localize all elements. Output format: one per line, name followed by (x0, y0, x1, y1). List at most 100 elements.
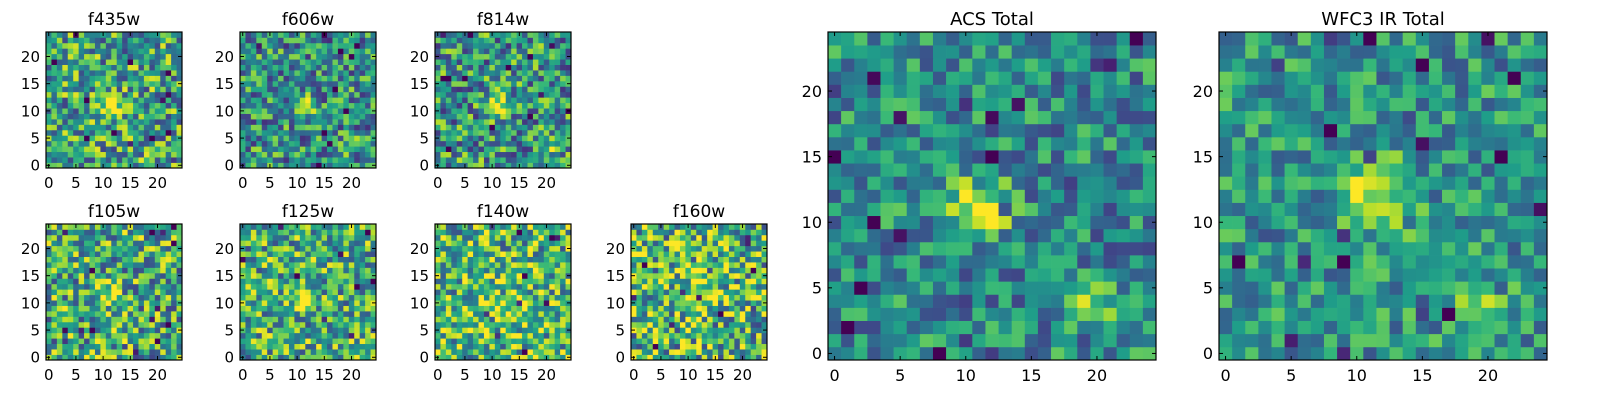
heatmap-cell (348, 64, 355, 71)
heatmap-cell (560, 91, 566, 98)
heatmap-cell (854, 189, 868, 203)
heatmap-cell (348, 113, 355, 120)
heatmap-cell (478, 294, 485, 301)
heatmap-cell (527, 37, 534, 44)
heatmap-cell (543, 305, 550, 312)
heatmap-cell (165, 37, 172, 44)
heatmap-cell (299, 70, 306, 76)
heatmap-cell (543, 256, 550, 263)
heatmap-cell (959, 176, 973, 190)
heatmap-cell (138, 108, 145, 114)
heatmap-cell (647, 256, 654, 263)
heatmap-cell (299, 75, 306, 82)
heatmap-cell (267, 311, 273, 317)
heatmap-cell (127, 108, 134, 114)
heatmap-cell (483, 229, 490, 236)
heatmap-cell (294, 278, 301, 285)
heatmap-cell (467, 119, 474, 125)
heatmap-cell (316, 70, 322, 76)
heatmap-cell (435, 283, 441, 290)
heatmap-cell (67, 157, 74, 163)
heatmap-cell (647, 349, 654, 355)
heatmap-cell (745, 234, 752, 241)
heatmap-cell (299, 157, 306, 163)
heatmap-cell (56, 75, 63, 82)
heatmap-cell (116, 80, 123, 87)
heatmap-cell (160, 32, 167, 38)
heatmap-cell (250, 349, 257, 355)
heatmap-cell (532, 234, 539, 241)
heatmap-cell (316, 224, 322, 230)
heatmap-cell (685, 240, 692, 247)
heatmap-cell (78, 245, 85, 252)
heatmap-cell (310, 140, 317, 147)
heatmap-cell (354, 343, 361, 350)
heatmap-cell (467, 37, 474, 44)
heatmap-cell (880, 333, 894, 348)
heatmap-cell (51, 343, 58, 350)
heatmap-cell (327, 321, 333, 328)
heatmap-cell (723, 289, 730, 296)
heatmap-cell (332, 86, 339, 93)
heatmap-cell (462, 157, 468, 163)
heatmap-cell (288, 91, 295, 98)
heatmap-cell (500, 42, 507, 49)
heatmap-cell (522, 343, 528, 350)
heatmap-cell (494, 162, 501, 169)
heatmap-cell (527, 234, 534, 241)
heatmap-cell (67, 300, 74, 306)
heatmap-cell (133, 70, 139, 76)
heatmap-cell (560, 135, 566, 142)
heatmap-cell (261, 48, 268, 55)
heatmap-cell (261, 289, 268, 296)
heatmap-cell (138, 294, 145, 301)
heatmap-cell (467, 146, 474, 153)
heatmap-cell (278, 311, 284, 317)
heatmap-cell (62, 113, 69, 120)
heatmap-cell (272, 53, 279, 60)
heatmap-cell (435, 48, 441, 55)
heatmap-cell (522, 245, 528, 252)
heatmap-cell (149, 289, 156, 296)
heatmap-cell (359, 256, 366, 263)
heatmap-cell (51, 97, 58, 104)
heatmap-cell (261, 332, 268, 339)
heatmap-cell (100, 42, 107, 49)
heatmap-cell (696, 343, 703, 350)
heatmap-cell (245, 162, 252, 169)
heatmap-cell (154, 316, 161, 323)
heatmap-cell (543, 245, 550, 252)
heatmap-cell (527, 124, 534, 131)
heatmap-cell (67, 240, 74, 247)
heatmap-cell (73, 146, 79, 153)
heatmap-cell (78, 91, 85, 98)
heatmap-cell (489, 53, 496, 60)
heatmap-cell (261, 37, 268, 44)
heatmap-cell (462, 75, 468, 82)
heatmap-cell (511, 305, 517, 312)
heatmap-cell (489, 97, 496, 104)
heatmap-cell (1077, 320, 1091, 335)
heatmap-cell (456, 157, 463, 163)
heatmap-cell (370, 157, 377, 163)
heatmap-cell (359, 245, 366, 252)
heatmap-cell (143, 135, 150, 142)
heatmap-cell (745, 349, 752, 355)
heatmap-cell (532, 162, 539, 169)
heatmap-cell (679, 240, 686, 247)
heatmap-cell (288, 267, 295, 274)
heatmap-cell (84, 316, 90, 323)
heatmap-cell (100, 124, 107, 131)
heatmap-cell (160, 129, 167, 136)
heatmap-cell (440, 80, 447, 87)
heatmap-cell (256, 354, 263, 361)
heatmap-cell (370, 59, 377, 65)
heatmap-cell (554, 283, 561, 290)
heatmap-cell (867, 189, 881, 203)
heatmap-cell (451, 278, 458, 285)
heatmap-cell (283, 354, 290, 361)
heatmap-cell (294, 48, 301, 55)
heatmap-cell (138, 48, 145, 55)
heatmap-cell (761, 267, 768, 274)
heatmap-cell (674, 338, 681, 345)
